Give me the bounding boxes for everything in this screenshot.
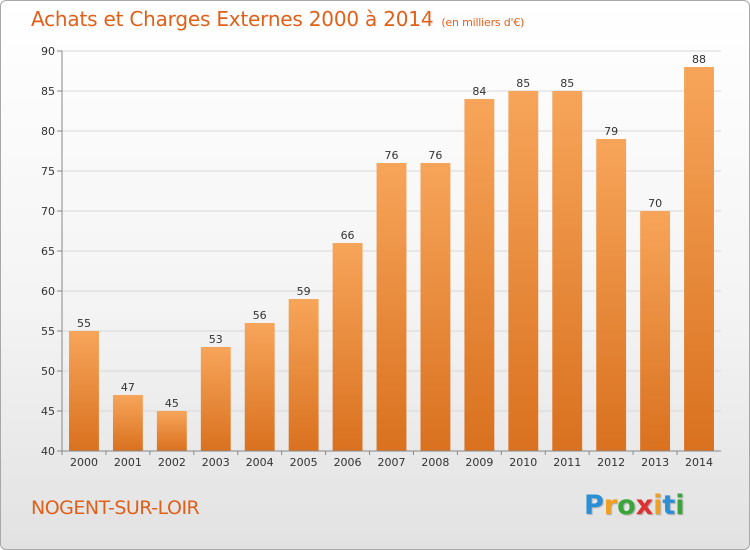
bar-2009 — [464, 99, 495, 451]
x-tick-label: 2004 — [246, 456, 274, 469]
x-tick-label: 2000 — [70, 456, 98, 469]
x-tick-label: 2011 — [553, 456, 581, 469]
x-tick-label: 2005 — [290, 456, 318, 469]
y-tick-label: 45 — [41, 405, 55, 418]
bar-2000 — [69, 331, 99, 451]
logo-letter: P — [584, 490, 604, 521]
chart-subtitle: (en milliers d'€) — [441, 16, 525, 29]
x-tick-label: 2003 — [202, 456, 230, 469]
data-label-2014: 88 — [692, 53, 706, 66]
data-label-2009: 84 — [472, 85, 486, 98]
data-label-2000: 55 — [77, 317, 91, 330]
data-label-2002: 45 — [165, 397, 179, 410]
place-name: NOGENT-SUR-LOIR — [31, 497, 200, 519]
data-label-2003: 53 — [209, 333, 223, 346]
y-tick-label: 90 — [41, 45, 55, 58]
x-tick-label: 2002 — [158, 456, 186, 469]
data-label-2012: 79 — [604, 125, 618, 138]
data-label-2005: 59 — [297, 285, 311, 298]
x-tick-label: 2014 — [685, 456, 713, 469]
bar-2008 — [420, 163, 451, 451]
chart-title-text: Achats et Charges Externes 2000 à 2014 — [31, 7, 434, 31]
y-tick-label: 75 — [41, 165, 55, 178]
x-tick-label: 2010 — [509, 456, 537, 469]
data-label-2007: 76 — [385, 149, 399, 162]
bars: 55 47 45 53 56 59 66 76 76 84 85 85 79 70 88 — [69, 53, 714, 451]
logo-letter: i — [675, 490, 685, 521]
bar-2003 — [200, 347, 231, 451]
bar-2007 — [376, 163, 407, 451]
chart-title: Achats et Charges Externes 2000 à 2014 (e… — [31, 7, 524, 31]
data-label-2004: 56 — [253, 309, 267, 322]
logo-letter: i — [653, 490, 663, 521]
y-tick-label: 85 — [41, 85, 55, 98]
x-tick-label: 2009 — [465, 456, 493, 469]
data-label-2010: 85 — [516, 77, 530, 90]
y-tick-label: 80 — [41, 125, 55, 138]
bar-2006 — [332, 243, 363, 451]
data-label-2008: 76 — [428, 149, 442, 162]
logo-letter: t — [662, 490, 676, 521]
y-tick-label: 50 — [41, 365, 55, 378]
x-tick-label: 2012 — [597, 456, 625, 469]
data-label-2001: 47 — [121, 381, 135, 394]
y-tick-label: 40 — [41, 445, 55, 458]
bar-2005 — [288, 299, 319, 451]
x-tick-label: 2008 — [421, 456, 449, 469]
bar-2011 — [552, 91, 583, 451]
proxiti-logo[interactable]: Proxiti — [584, 490, 685, 521]
bar-2014 — [684, 67, 714, 451]
x-tick-label: 2013 — [641, 456, 669, 469]
bar-2010 — [508, 91, 539, 451]
bar-2004 — [244, 323, 275, 451]
logo-letter: o — [617, 490, 636, 521]
x-tick-label: 2007 — [378, 456, 406, 469]
bar-2001 — [112, 395, 143, 451]
y-tick-label: 55 — [41, 325, 55, 338]
bar-2002 — [156, 411, 187, 451]
data-label-2011: 85 — [560, 77, 574, 90]
x-tick-label: 2006 — [334, 456, 362, 469]
logo-letter: r — [603, 490, 618, 521]
axes: 40 45 50 55 60 65 70 75 80 85 90 2000 2001 2002 2003 20… — [41, 45, 721, 469]
bar-2013 — [640, 211, 671, 451]
y-tick-label: 60 — [41, 285, 55, 298]
data-label-2013: 70 — [648, 197, 662, 210]
data-label-2006: 66 — [341, 229, 355, 242]
x-tick-label: 2001 — [114, 456, 142, 469]
bar-2012 — [596, 139, 627, 451]
y-tick-label: 70 — [41, 205, 55, 218]
logo-letter: x — [635, 490, 654, 521]
y-tick-label: 65 — [41, 245, 55, 258]
